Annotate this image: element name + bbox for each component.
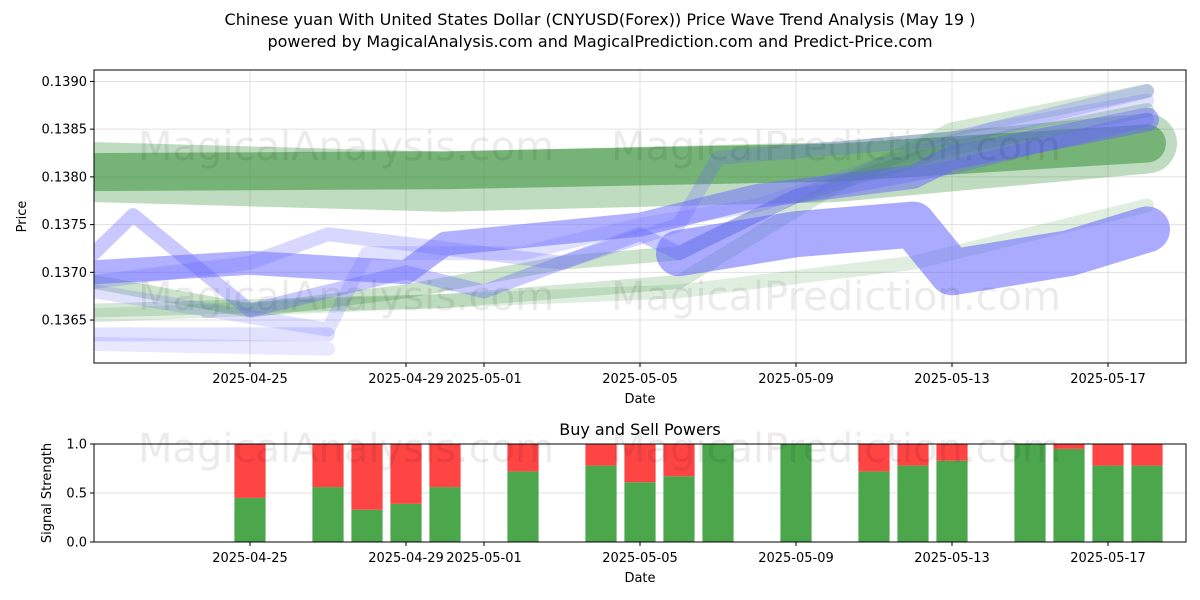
- sell-bar: [390, 444, 422, 504]
- watermark-text: MagicalPrediction.com: [611, 124, 1061, 170]
- power-x-tick-label: 2025-05-09: [758, 551, 834, 566]
- power-y-tick-label: 0.0: [66, 536, 87, 551]
- price-x-tick-label: 2025-04-25: [212, 372, 288, 387]
- buy-bar: [780, 444, 812, 542]
- buy-bar: [897, 465, 929, 542]
- price-y-tick-label: 0.1390: [42, 75, 88, 90]
- sell-bar: [858, 444, 890, 472]
- buy-bar: [1014, 444, 1046, 542]
- price-y-tick-label: 0.1385: [42, 123, 88, 138]
- sell-bar: [312, 444, 344, 488]
- power-x-tick-label: 2025-05-13: [914, 551, 990, 566]
- watermark-text: MagicalPrediction.com: [611, 274, 1061, 320]
- sell-bar: [663, 444, 695, 477]
- buy-bar: [585, 465, 617, 542]
- sell-bar: [897, 444, 929, 466]
- price-y-tick-label: 0.1380: [42, 170, 88, 185]
- sell-bar: [1131, 444, 1163, 466]
- sell-bar: [585, 444, 617, 466]
- power-x-axis-label: Date: [624, 571, 655, 586]
- price-y-tick-label: 0.1370: [42, 266, 88, 281]
- power-chart-title: Buy and Sell Powers: [559, 420, 721, 439]
- green-wave-5: [94, 198, 1154, 323]
- buy-bar: [234, 497, 266, 542]
- price-x-tick-label: 2025-05-05: [602, 372, 678, 387]
- power-y-tick-label: 0.5: [66, 487, 87, 502]
- power-x-tick-label: 2025-05-17: [1070, 551, 1146, 566]
- buy-bar: [1131, 465, 1163, 542]
- buy-bar: [1092, 465, 1124, 542]
- sell-bar: [234, 444, 266, 498]
- buy-bar: [390, 503, 422, 542]
- watermark-text: MagicalAnalysis.com: [138, 124, 554, 170]
- blue-wave-2: [94, 84, 1154, 289]
- buy-bar: [1053, 448, 1085, 542]
- watermark-text: MagicalAnalysis.com: [138, 426, 554, 472]
- watermark-text: MagicalAnalysis.com: [138, 274, 554, 320]
- buy-bar: [936, 460, 968, 542]
- price-x-axis-label: Date: [624, 392, 655, 407]
- price-x-tick-label: 2025-05-09: [758, 372, 834, 387]
- buy-bar: [429, 487, 461, 542]
- buy-bar: [351, 509, 383, 542]
- blue-wave-5: [656, 201, 1170, 296]
- power-x-tick-label: 2025-05-05: [602, 551, 678, 566]
- chart-title: Chinese yuan With United States Dollar (…: [224, 10, 976, 29]
- price-y-tick-label: 0.1375: [42, 218, 88, 233]
- price-x-tick-label: 2025-05-13: [914, 372, 990, 387]
- watermark-text: MagicalPrediction.com: [611, 426, 1061, 472]
- buy-bar: [702, 444, 734, 542]
- power-x-tick-label: 2025-04-29: [368, 551, 444, 566]
- sell-bar: [351, 444, 383, 510]
- sell-bar: [1053, 444, 1085, 449]
- price-x-tick-label: 2025-05-17: [1070, 372, 1146, 387]
- price-y-axis-label: Price: [15, 201, 30, 233]
- buy-bar: [858, 471, 890, 542]
- sell-bar: [507, 444, 539, 472]
- buy-bar: [312, 487, 344, 542]
- price-y-tick-label: 0.1365: [42, 314, 88, 329]
- green-wave-3: [94, 103, 1154, 318]
- price-x-tick-label: 2025-05-01: [446, 372, 522, 387]
- sell-bar: [1092, 444, 1124, 466]
- buy-bar: [507, 471, 539, 542]
- sell-bar: [624, 444, 656, 483]
- buy-bar: [663, 476, 695, 542]
- power-y-tick-label: 1.0: [66, 438, 87, 453]
- sell-bar: [936, 444, 968, 461]
- blue-wave-4: [94, 107, 1159, 285]
- price-x-tick-label: 2025-04-29: [368, 372, 444, 387]
- sell-bar: [429, 444, 461, 488]
- buy-bar: [624, 482, 656, 542]
- chart-subtitle: powered by MagicalAnalysis.com and Magic…: [267, 32, 933, 51]
- blue-band-2: [94, 336, 335, 356]
- power-x-tick-label: 2025-05-01: [446, 551, 522, 566]
- power-x-tick-label: 2025-04-25: [212, 551, 288, 566]
- power-y-axis-label: Signal Strength: [40, 443, 55, 543]
